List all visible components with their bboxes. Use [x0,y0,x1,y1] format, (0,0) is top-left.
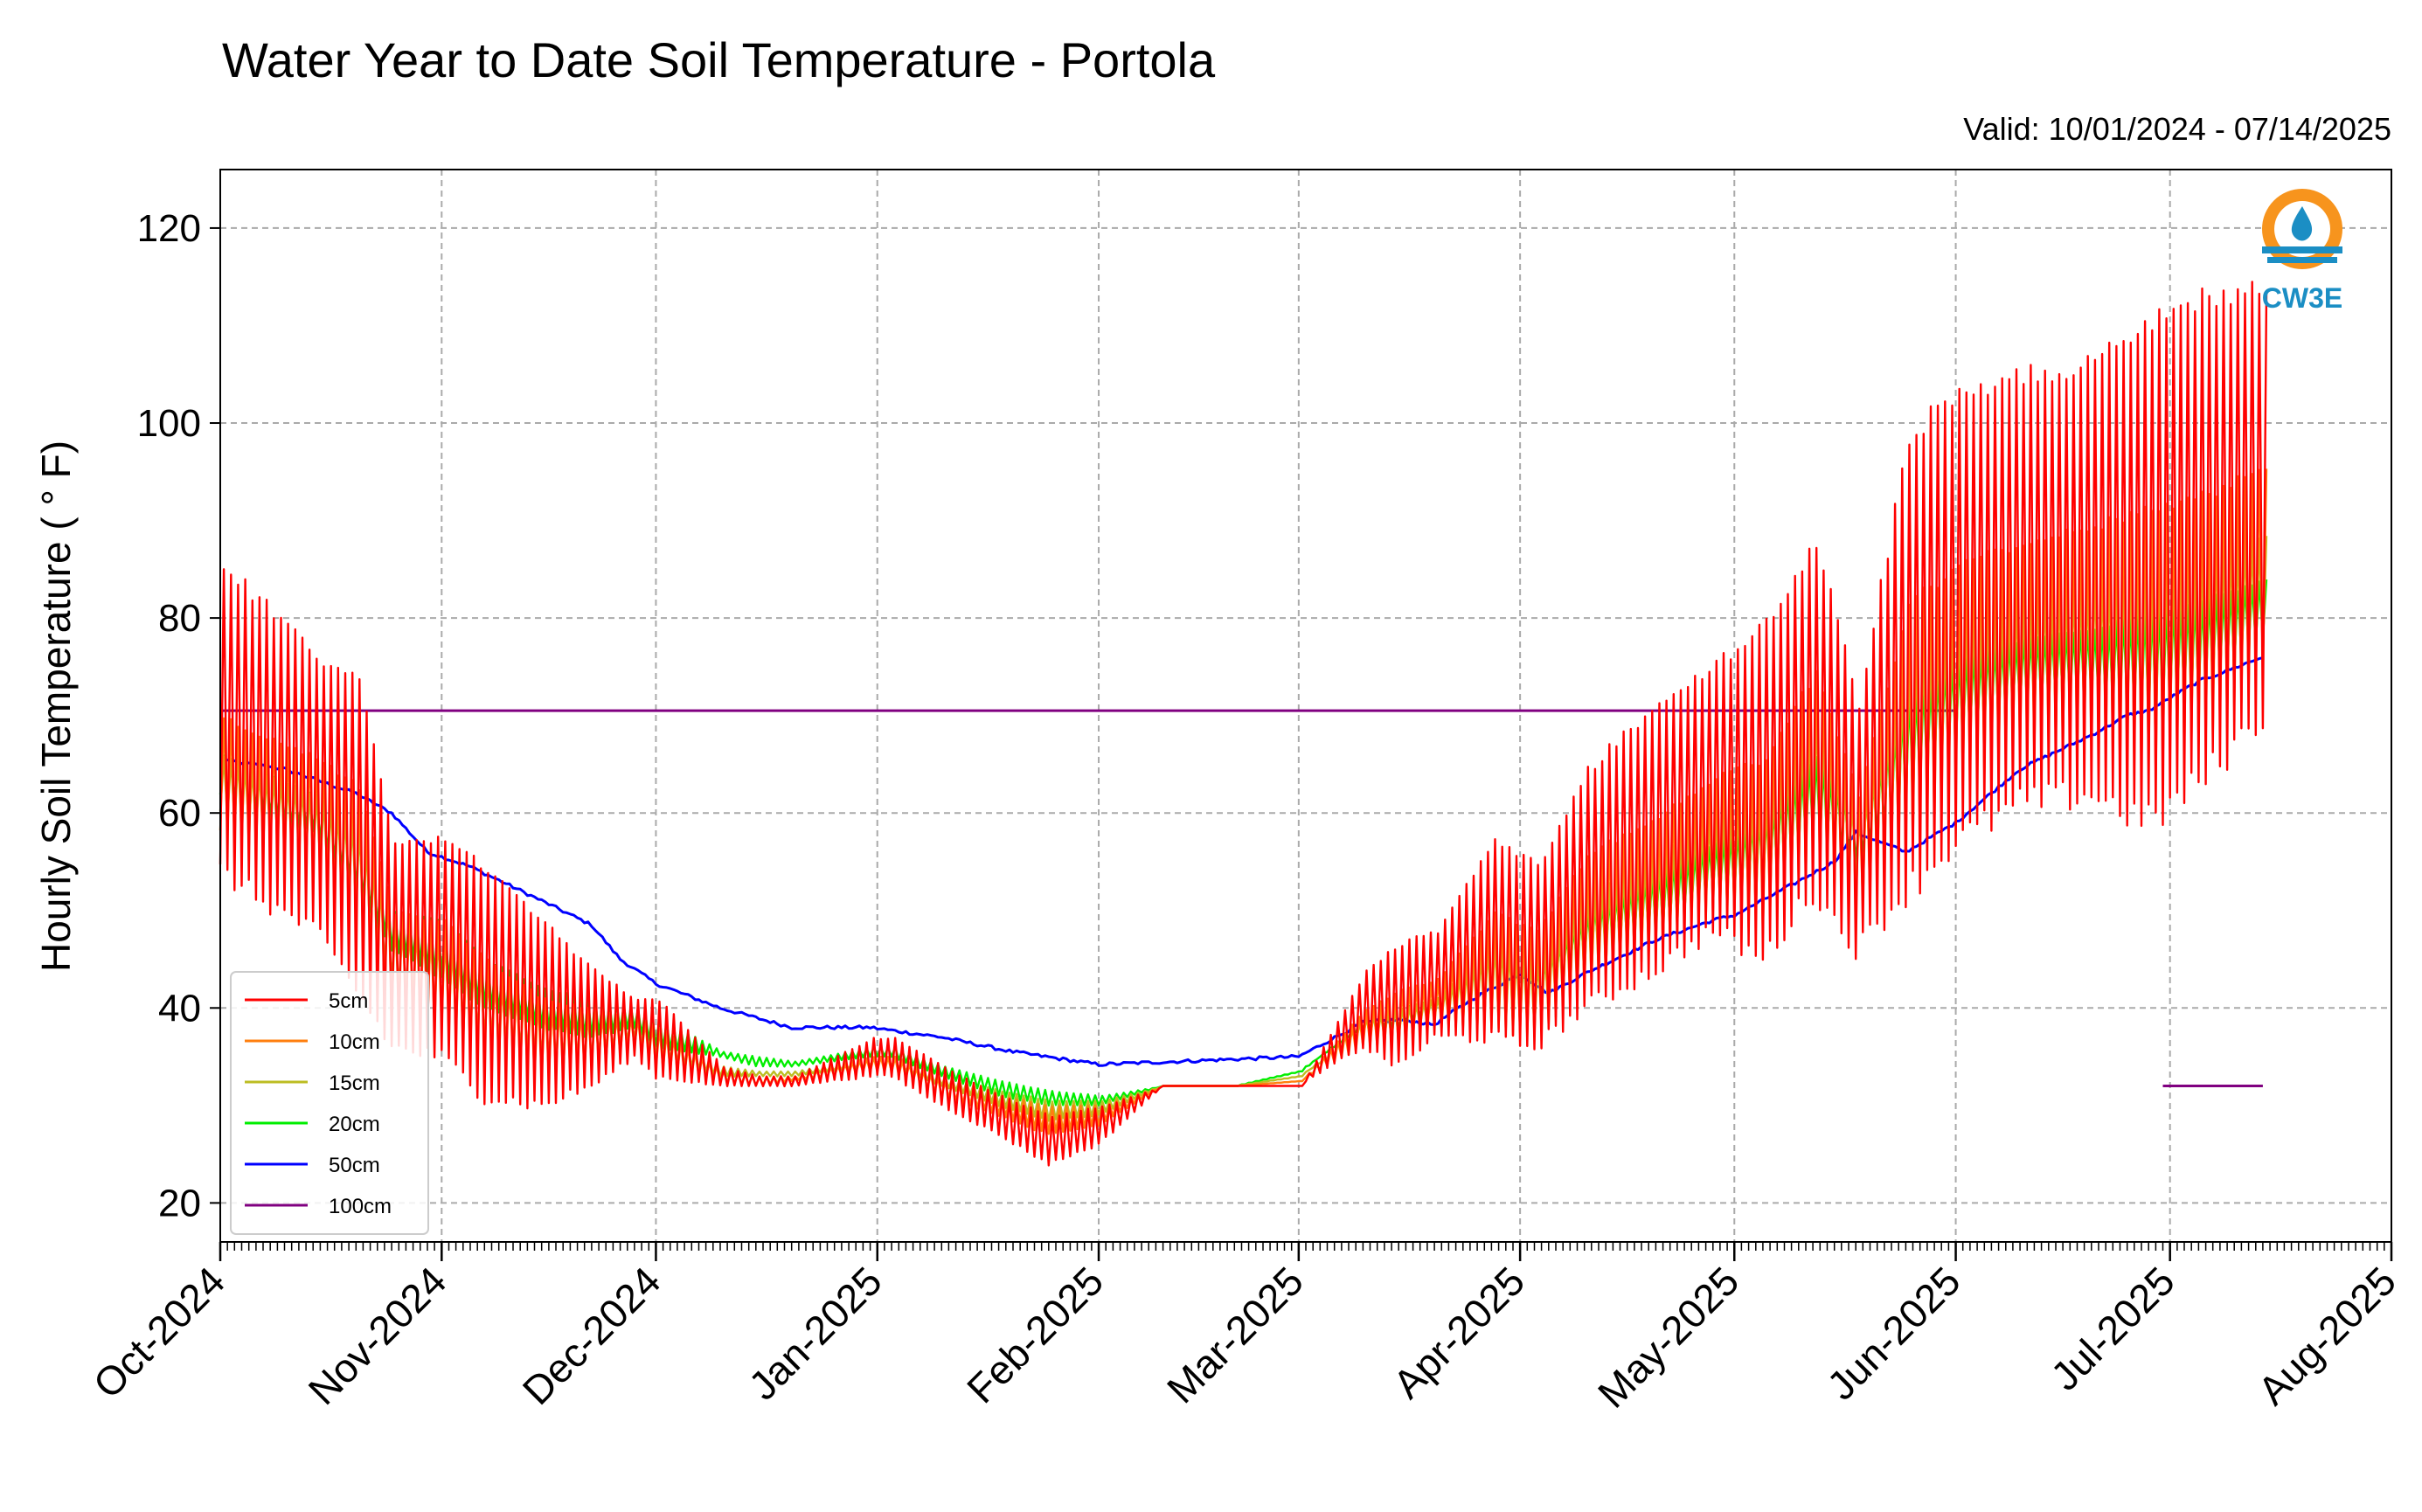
chart-title: Water Year to Date Soil Temperature - Po… [222,32,1216,87]
water-drop-icon [2291,206,2313,241]
cw3e-logo: CW3E [2262,189,2342,314]
x-tick-label: Dec-2024 [514,1258,670,1413]
legend-label-50cm: 50cm [329,1154,380,1177]
logo-text: CW3E [2262,282,2342,314]
x-tick-label: Feb-2025 [958,1258,1112,1411]
y-tick-label: 80 [158,597,201,640]
series-line-5cm [219,281,2268,1167]
legend-label-10cm: 10cm [329,1030,380,1054]
logo-wave-icon [2262,246,2342,253]
series-layer [219,281,2268,1167]
y-tick-label: 20 [158,1182,201,1224]
y-axis-label: Hourly Soil Temperature ( ° F) [33,440,79,972]
legend-box [230,971,429,1235]
x-tick-label: Nov-2024 [300,1258,455,1413]
x-minor-ticks [219,1242,2392,1251]
legend-label-20cm: 20cm [329,1113,380,1136]
logo-wave-icon [2267,257,2337,263]
grid-layer [219,170,2392,1242]
x-tick-label: Apr-2025 [1384,1258,1534,1407]
x-tick-label: Jun-2025 [1818,1258,1968,1408]
x-axis: Oct-2024 Nov-2024 Dec-2024 Jan-2025 Feb-2025… [85,1242,2405,1417]
x-tick-label: May-2025 [1589,1258,1747,1416]
y-axis: 20 40 60 80 100 120 [137,207,220,1224]
legend: 5cm 10cm 15cm 20cm 50cm 100cm [230,971,429,1235]
plot-frame [219,169,2392,1243]
x-tick-label: Mar-2025 [1158,1258,1312,1411]
legend-label-100cm: 100cm [329,1195,392,1218]
legend-label-5cm: 5cm [329,989,368,1013]
y-tick-label: 120 [137,207,201,250]
series-line-50cm [219,656,2264,1067]
y-tick-label: 40 [158,987,201,1030]
y-tick-label: 60 [158,792,201,835]
chart-subtitle: Valid: 10/01/2024 - 07/14/2025 [1963,111,2391,147]
legend-label-15cm: 15cm [329,1072,380,1095]
x-tick-label: Oct-2024 [85,1258,234,1407]
y-tick-label: 100 [137,402,201,445]
x-tick-label: Jan-2025 [739,1258,890,1408]
x-tick-label: Aug-2025 [2249,1258,2405,1413]
x-tick-label: Jul-2025 [2042,1258,2183,1399]
